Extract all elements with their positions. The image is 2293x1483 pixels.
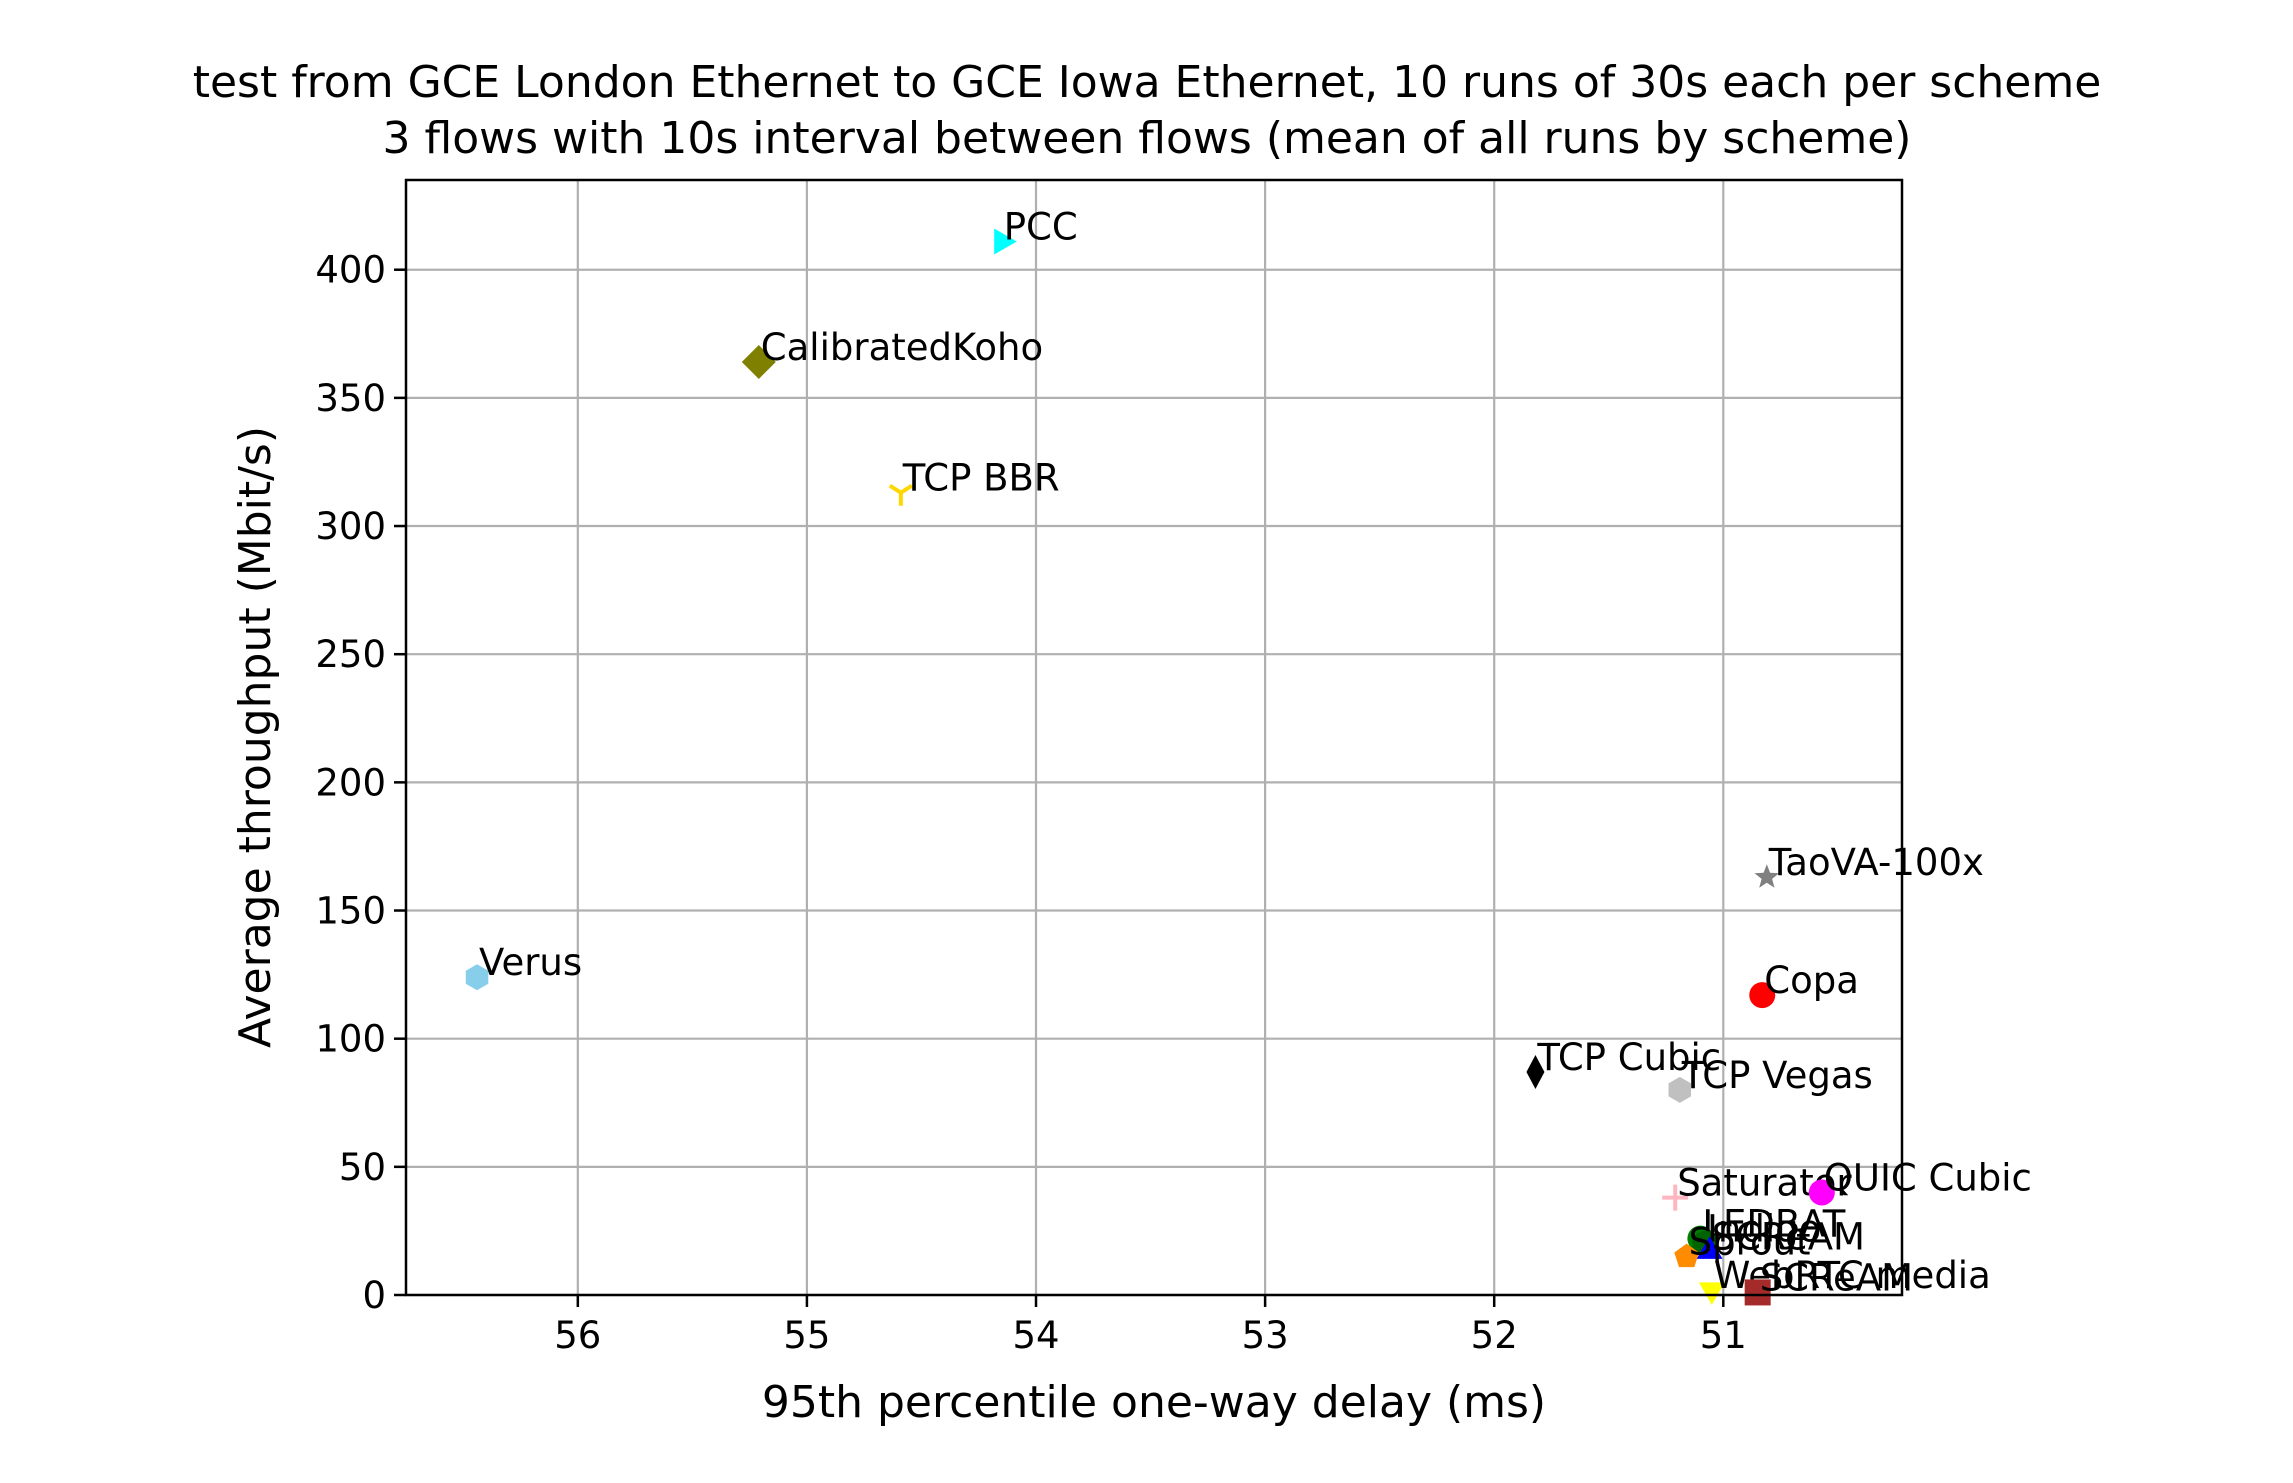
- point-marker: [465, 964, 489, 991]
- data-point: SCReAM: [1696, 1215, 1865, 1259]
- data-point: TCP Vegas: [1668, 1054, 1873, 1103]
- y-tick-label: 50: [339, 1146, 386, 1189]
- data-point: TCP Cubic: [1526, 1036, 1721, 1089]
- y-tick-label: 150: [315, 890, 386, 933]
- x-tick-label: 56: [554, 1314, 601, 1357]
- y-tick-label: 300: [315, 505, 386, 548]
- point-marker: [1696, 1236, 1723, 1259]
- y-tick-label: 200: [315, 761, 386, 804]
- y-axis-label: Average throughput (Mbit/s): [230, 426, 281, 1048]
- point-label: Verus: [479, 941, 582, 984]
- point-label: TCP Cubic: [1536, 1036, 1721, 1079]
- x-tick-label: 53: [1242, 1314, 1289, 1357]
- data-point: PCC: [994, 206, 1078, 255]
- data-point: Sprout: [1674, 1221, 1811, 1268]
- point-marker: [1674, 1243, 1699, 1268]
- point-label: TCP Vegas: [1681, 1054, 1873, 1097]
- data-points: PCC CalibratedKoho TCP BBR Verus TaoVA-100x C…: [465, 206, 2032, 1306]
- point-marker: [1698, 1282, 1725, 1305]
- data-point: SCReAM: [1744, 1256, 1913, 1306]
- point-label: SCReAM: [1712, 1215, 1865, 1258]
- chart-title: test from GCE London Ethernet to GCE Iow…: [193, 57, 2102, 108]
- point-label: Copa: [1764, 959, 1859, 1002]
- point-marker: [994, 228, 1017, 255]
- point-marker: [1754, 864, 1780, 888]
- point-marker: [1668, 1076, 1691, 1103]
- data-point: Verus: [465, 941, 582, 991]
- point-label: TCP BBR: [902, 457, 1060, 500]
- data-point: CalibratedKoho: [741, 326, 1043, 379]
- data-point: Indigo: [1691, 1208, 1821, 1257]
- point-marker: [1808, 1179, 1835, 1206]
- x-tick-label: 54: [1012, 1314, 1059, 1357]
- point-marker: [1749, 982, 1776, 1009]
- point-marker: [1662, 1184, 1689, 1211]
- plot-frame: [404, 178, 1904, 1297]
- point-label: LEDBAT: [1702, 1203, 1845, 1246]
- point-marker: [741, 345, 776, 379]
- data-point: TaoVA-100x: [1754, 841, 1984, 888]
- x-axis-label: 95th percentile one-way delay (ms): [762, 1377, 1546, 1428]
- point-label: Indigo: [1707, 1208, 1821, 1251]
- point-label: SCReAM: [1760, 1256, 1913, 1299]
- point-label: Sprout: [1689, 1221, 1811, 1264]
- x-tick-label: 52: [1471, 1314, 1518, 1357]
- grid-lines: [406, 180, 1902, 1297]
- point-label: TaoVA-100x: [1768, 841, 1984, 884]
- point-label: QUIC Cubic: [1824, 1157, 2032, 1200]
- data-point: TCP BBR: [888, 457, 1060, 506]
- y-tick-label: 0: [362, 1274, 386, 1317]
- x-tick-label: 55: [783, 1314, 830, 1357]
- y-tick-label: 250: [315, 633, 386, 676]
- point-label: PCC: [1004, 206, 1078, 249]
- point-label: CalibratedKoho: [761, 326, 1043, 369]
- chart-subtitle: 3 flows with 10s interval between flows …: [383, 113, 1912, 164]
- data-point: Copa: [1749, 959, 1859, 1009]
- point-marker: [1526, 1055, 1545, 1089]
- data-point: QUIC Cubic: [1808, 1157, 2032, 1206]
- y-tick-label: 350: [315, 377, 386, 420]
- point-marker: [1744, 1279, 1771, 1306]
- x-tick-label: 51: [1700, 1314, 1747, 1357]
- axis-ticks: 56 55 54 53 52 51 0 50 100 150 200 250 300 350 400: [315, 249, 1746, 1357]
- y-tick-label: 400: [315, 249, 386, 292]
- y-tick-label: 100: [315, 1018, 386, 1061]
- point-marker: [888, 484, 913, 506]
